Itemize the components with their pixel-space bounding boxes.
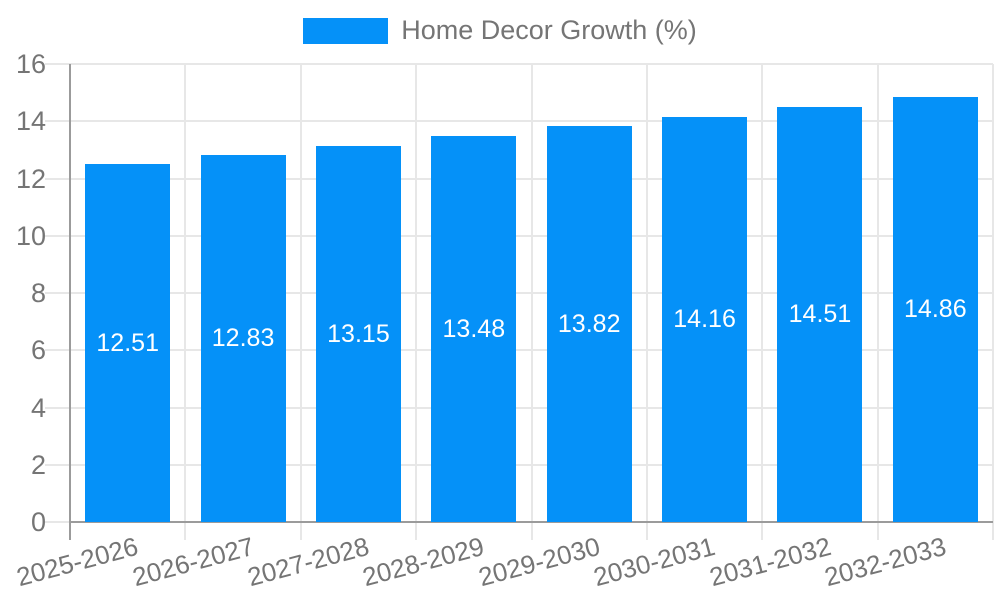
y-tick-label: 8 bbox=[30, 278, 46, 308]
gridline-v bbox=[299, 64, 302, 540]
gridline-v bbox=[184, 64, 187, 540]
gridline-h bbox=[45, 177, 993, 180]
y-tick-label: 4 bbox=[30, 392, 46, 423]
gridline-h bbox=[45, 349, 993, 352]
gridline-h bbox=[45, 292, 993, 294]
gridline-v bbox=[645, 64, 648, 540]
y-axis-line bbox=[69, 64, 71, 540]
legend-item[interactable]: Home Decor Growth (%) bbox=[303, 15, 697, 46]
bar[interactable] bbox=[315, 145, 401, 522]
y-tick-label: 10 bbox=[15, 220, 46, 251]
x-tick-label: 2030-2031 bbox=[590, 531, 719, 593]
legend-swatch-icon bbox=[303, 17, 389, 44]
y-tick-label: 12 bbox=[15, 163, 46, 194]
gridline-v bbox=[992, 64, 994, 540]
bar[interactable] bbox=[431, 136, 517, 522]
y-tick-label: 2 bbox=[30, 449, 46, 480]
gridline-h bbox=[45, 63, 993, 65]
x-tick-label: 2026-2027 bbox=[128, 531, 257, 593]
gridline-h bbox=[45, 463, 993, 466]
bar[interactable] bbox=[777, 106, 863, 522]
bar[interactable] bbox=[546, 126, 632, 522]
gridline-v bbox=[530, 64, 533, 540]
x-tick-label: 2032-2033 bbox=[821, 531, 950, 593]
y-tick-label: 6 bbox=[30, 335, 46, 366]
gridline-v bbox=[761, 64, 764, 540]
y-tick-label: 14 bbox=[15, 106, 46, 137]
bar[interactable] bbox=[892, 96, 978, 522]
x-tick-label: 2029-2030 bbox=[475, 531, 603, 593]
gridline-h bbox=[45, 234, 993, 237]
gridline-h bbox=[45, 406, 993, 409]
legend-label: Home Decor Growth (%) bbox=[401, 15, 697, 45]
gridline-v bbox=[415, 64, 418, 540]
gridline-h bbox=[45, 120, 993, 123]
legend: Home Decor Growth (%) bbox=[0, 15, 1000, 46]
bar[interactable] bbox=[662, 116, 748, 522]
y-tick-label: 16 bbox=[15, 49, 46, 79]
gridline-v bbox=[876, 64, 879, 540]
bar[interactable] bbox=[85, 163, 171, 522]
x-axis-line bbox=[70, 521, 993, 523]
x-tick-label: 2031-2032 bbox=[705, 531, 834, 593]
y-tick-label: 0 bbox=[30, 507, 46, 537]
x-tick-label: 2028-2029 bbox=[359, 531, 488, 593]
x-tick-label: 2027-2028 bbox=[244, 531, 373, 593]
bar[interactable] bbox=[200, 154, 286, 522]
x-tick-label: 2025-2026 bbox=[13, 531, 142, 593]
